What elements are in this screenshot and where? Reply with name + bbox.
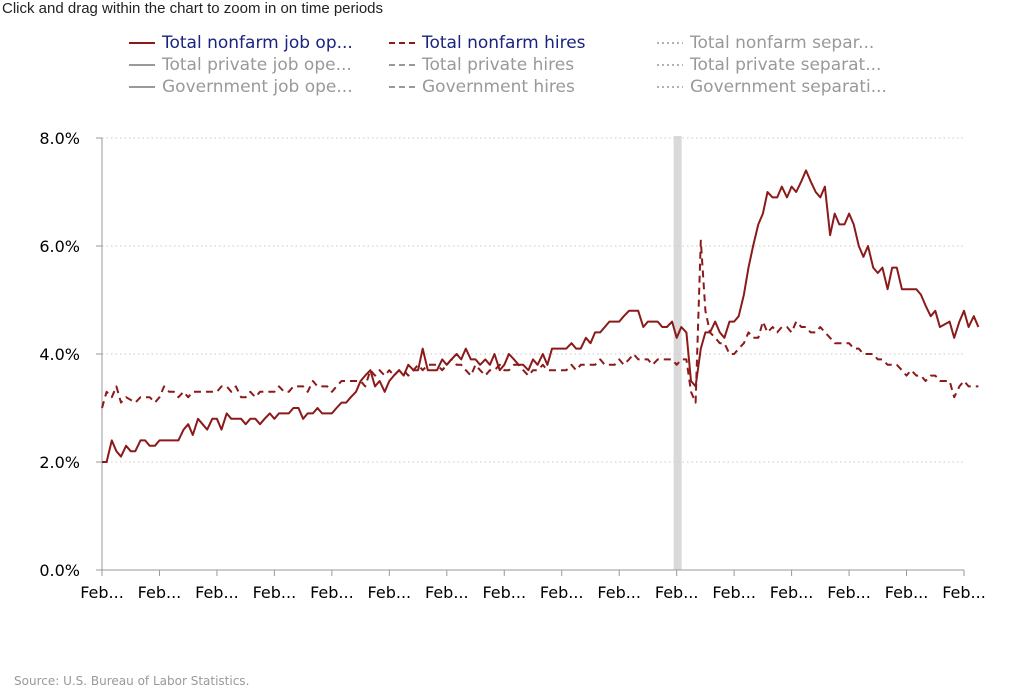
x-tick-label: Feb... (827, 583, 871, 602)
x-tick-label: Feb... (770, 583, 814, 602)
legend-label: Total private job ope... (162, 55, 352, 75)
legend-label: Total private hires (422, 55, 575, 75)
x-tick-label: Feb... (425, 583, 469, 602)
legend-label: Government hires (422, 77, 575, 97)
x-tick-label: Feb... (195, 583, 239, 602)
y-tick-label: 8.0% (39, 129, 80, 148)
x-tick-label: Feb... (885, 583, 929, 602)
x-tick-label: Feb... (368, 583, 412, 602)
chart-legend: Total nonfarm job op... Total nonfarm hir… (128, 32, 928, 104)
legend-label: Total nonfarm job op... (162, 33, 353, 53)
x-tick-label: Feb... (80, 583, 124, 602)
legend-item-1[interactable]: Total nonfarm job op... (128, 32, 353, 54)
legend-line-swatch (657, 42, 683, 44)
x-tick-label: Feb... (138, 583, 182, 602)
legend-line-swatch (389, 42, 415, 44)
source-note: Source: U.S. Bureau of Labor Statistics. (14, 674, 250, 688)
x-tick-label: Feb... (310, 583, 354, 602)
series-line-1 (102, 169, 980, 463)
legend-label: Total private separat... (690, 55, 882, 75)
x-tick-label: Feb... (712, 583, 756, 602)
legend-line-swatch (657, 86, 683, 88)
x-tick-label: Feb... (942, 583, 986, 602)
x-tick-label: Feb... (597, 583, 641, 602)
legend-line-swatch (129, 64, 155, 66)
legend-item-9[interactable]: Government separati... (656, 76, 887, 98)
y-tick-label: 6.0% (39, 237, 80, 256)
y-tick-label: 4.0% (39, 345, 80, 364)
legend-line-swatch (129, 42, 155, 44)
legend-label: Government job ope... (162, 77, 353, 97)
recession-band (673, 136, 682, 570)
legend-item-5[interactable]: Total private hires (388, 54, 574, 76)
y-tick-label: 2.0% (39, 453, 80, 472)
series-line-2 (101, 239, 979, 409)
y-tick-label: 0.0% (39, 561, 80, 580)
legend-item-7[interactable]: Government job ope... (128, 76, 353, 98)
legend-label: Total nonfarm separ... (690, 33, 875, 53)
legend-line-swatch (389, 64, 415, 66)
x-tick-label: Feb... (655, 583, 699, 602)
legend-item-4[interactable]: Total private job ope... (128, 54, 352, 76)
legend-item-8[interactable]: Government hires (388, 76, 575, 98)
legend-label: Total nonfarm hires (422, 33, 586, 53)
legend-item-2[interactable]: Total nonfarm hires (388, 32, 586, 54)
chart-instruction: Click and drag within the chart to zoom … (2, 0, 384, 17)
legend-item-6[interactable]: Total private separat... (656, 54, 881, 76)
x-tick-label: Feb... (253, 583, 297, 602)
legend-line-swatch (657, 64, 683, 66)
legend-item-3[interactable]: Total nonfarm separ... (656, 32, 874, 54)
x-tick-label: Feb... (540, 583, 584, 602)
legend-line-swatch (389, 86, 415, 88)
x-tick-label: Feb... (482, 583, 526, 602)
legend-label: Government separati... (690, 77, 887, 97)
legend-line-swatch (129, 86, 155, 88)
